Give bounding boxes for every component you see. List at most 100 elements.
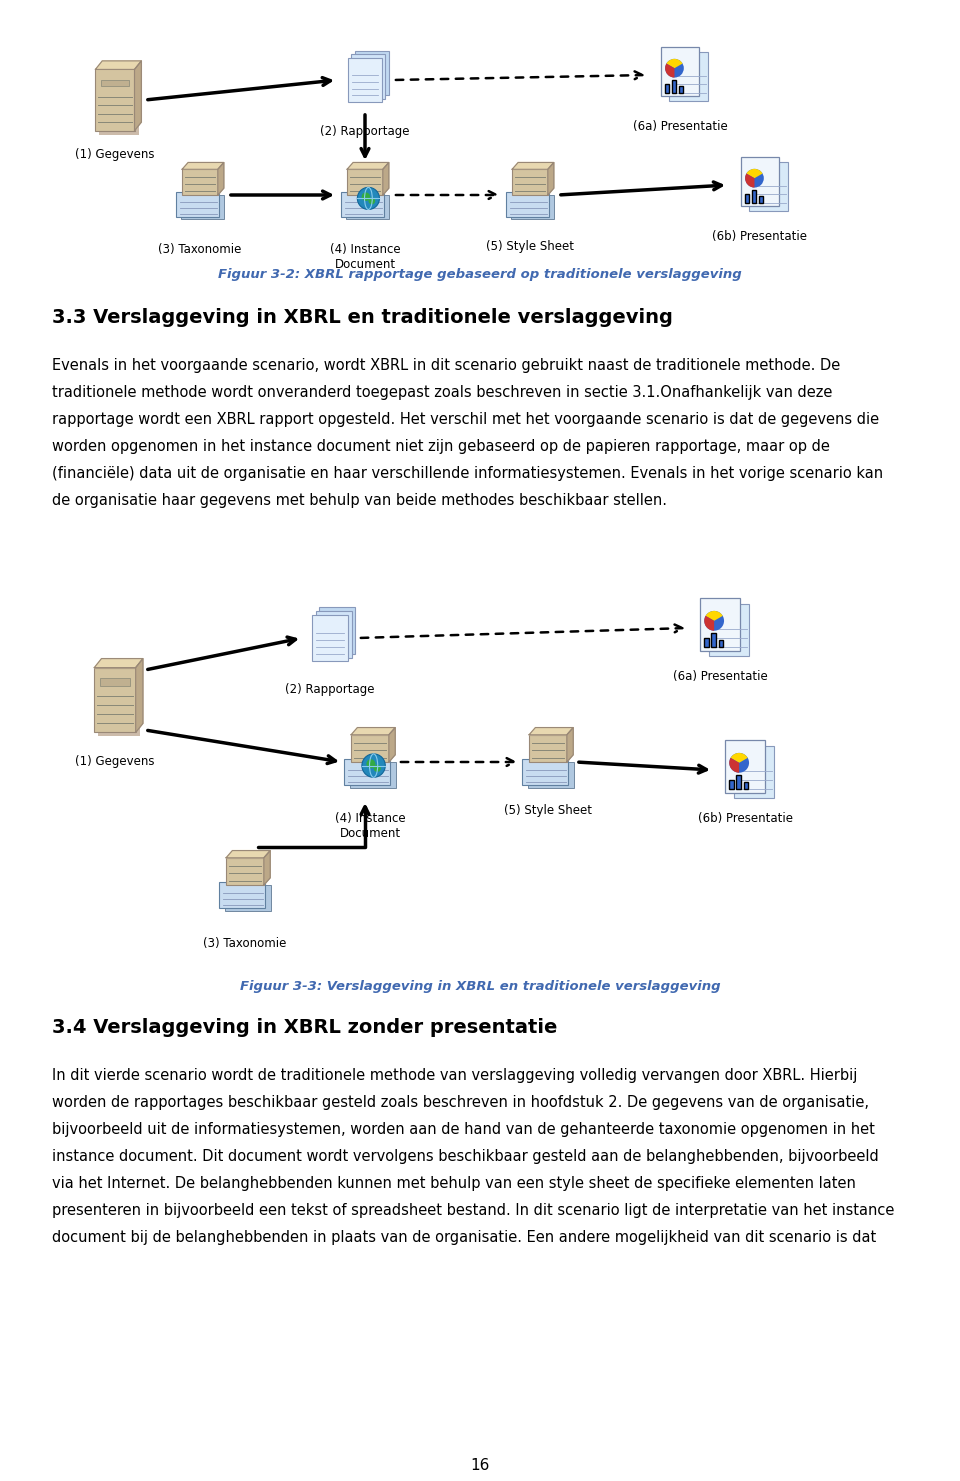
FancyBboxPatch shape [227, 857, 264, 886]
Polygon shape [389, 727, 396, 763]
Polygon shape [227, 850, 270, 857]
FancyBboxPatch shape [730, 780, 733, 789]
FancyBboxPatch shape [733, 746, 775, 798]
Polygon shape [264, 850, 270, 886]
Text: (6b) Presentatie: (6b) Presentatie [712, 230, 807, 243]
FancyBboxPatch shape [529, 735, 567, 763]
FancyBboxPatch shape [319, 607, 355, 655]
Text: (4) Instance
Document: (4) Instance Document [329, 243, 400, 271]
Text: (2) Rapportage: (2) Rapportage [321, 124, 410, 138]
FancyBboxPatch shape [349, 763, 396, 788]
FancyBboxPatch shape [316, 612, 351, 658]
FancyBboxPatch shape [506, 193, 549, 216]
FancyBboxPatch shape [182, 169, 218, 195]
FancyBboxPatch shape [341, 193, 384, 216]
FancyBboxPatch shape [94, 668, 135, 733]
FancyBboxPatch shape [660, 47, 699, 96]
Polygon shape [218, 163, 224, 195]
Text: worden de rapportages beschikbaar gesteld zoals beschreven in hoofdstuk 2. De ge: worden de rapportages beschikbaar gestel… [52, 1094, 869, 1109]
Text: 3.4 Verslaggeving in XBRL zonder presentatie: 3.4 Verslaggeving in XBRL zonder present… [52, 1017, 558, 1037]
Text: Figuur 3-3: Verslaggeving in XBRL en traditionele verslaggeving: Figuur 3-3: Verslaggeving in XBRL en tra… [240, 980, 720, 992]
Polygon shape [512, 163, 554, 169]
FancyBboxPatch shape [312, 615, 348, 662]
FancyBboxPatch shape [346, 195, 389, 219]
Circle shape [745, 169, 764, 188]
Circle shape [730, 752, 749, 773]
FancyBboxPatch shape [100, 678, 131, 686]
Text: Evenals in het voorgaande scenario, wordt XBRL in dit scenario gebruikt naast de: Evenals in het voorgaande scenario, word… [52, 358, 840, 373]
Text: (financiële) data uit de organisatie en haar verschillende informatiesystemen. E: (financiële) data uit de organisatie en … [52, 467, 883, 481]
FancyBboxPatch shape [705, 638, 708, 647]
Text: presenteren in bijvoorbeeld een tekst of spreadsheet bestand. In dit scenario li: presenteren in bijvoorbeeld een tekst of… [52, 1203, 895, 1217]
FancyBboxPatch shape [669, 52, 708, 101]
Polygon shape [383, 163, 389, 195]
FancyBboxPatch shape [351, 55, 385, 99]
FancyBboxPatch shape [522, 760, 568, 785]
FancyBboxPatch shape [750, 161, 787, 212]
FancyBboxPatch shape [741, 157, 780, 206]
Text: Figuur 3-2: XBRL rapportage gebaseerd op traditionele verslaggeving: Figuur 3-2: XBRL rapportage gebaseerd op… [218, 268, 742, 281]
Circle shape [362, 754, 385, 778]
FancyBboxPatch shape [225, 886, 271, 911]
FancyBboxPatch shape [700, 598, 740, 650]
FancyBboxPatch shape [752, 190, 756, 203]
FancyBboxPatch shape [736, 776, 741, 789]
FancyBboxPatch shape [745, 194, 750, 203]
Wedge shape [745, 173, 755, 188]
FancyBboxPatch shape [758, 195, 763, 203]
FancyBboxPatch shape [219, 883, 265, 908]
Text: In dit vierde scenario wordt de traditionele methode van verslaggeving volledig : In dit vierde scenario wordt de traditio… [52, 1068, 857, 1083]
Wedge shape [666, 59, 683, 68]
Text: (6a) Presentatie: (6a) Presentatie [673, 669, 767, 683]
Text: (5) Style Sheet: (5) Style Sheet [504, 804, 592, 818]
Text: (4) Instance
Document: (4) Instance Document [335, 812, 405, 840]
Wedge shape [706, 610, 723, 621]
Polygon shape [134, 61, 141, 130]
FancyBboxPatch shape [348, 58, 382, 102]
FancyBboxPatch shape [512, 169, 548, 195]
FancyBboxPatch shape [511, 195, 554, 219]
Circle shape [362, 193, 371, 201]
FancyBboxPatch shape [176, 193, 219, 216]
Text: bijvoorbeeld uit de informatiesystemen, worden aan de hand van de gehanteerde ta: bijvoorbeeld uit de informatiesystemen, … [52, 1123, 875, 1137]
Wedge shape [705, 616, 714, 631]
Wedge shape [746, 169, 762, 178]
Text: (5) Style Sheet: (5) Style Sheet [486, 240, 574, 253]
Circle shape [665, 59, 684, 77]
FancyBboxPatch shape [744, 782, 748, 789]
Text: (1) Gegevens: (1) Gegevens [75, 755, 155, 769]
Polygon shape [351, 727, 396, 735]
FancyBboxPatch shape [708, 604, 749, 656]
Wedge shape [730, 758, 739, 773]
FancyBboxPatch shape [180, 195, 225, 219]
Text: 3.3 Verslaggeving in XBRL en traditionele verslaggeving: 3.3 Verslaggeving in XBRL en traditionel… [52, 308, 673, 327]
Polygon shape [94, 659, 143, 668]
Polygon shape [567, 727, 573, 763]
Circle shape [367, 760, 375, 769]
FancyBboxPatch shape [98, 671, 140, 736]
FancyBboxPatch shape [355, 52, 389, 95]
Text: via het Internet. De belanghebbenden kunnen met behulp van een style sheet de sp: via het Internet. De belanghebbenden kun… [52, 1176, 856, 1191]
Polygon shape [95, 61, 141, 70]
Polygon shape [348, 163, 389, 169]
FancyBboxPatch shape [528, 763, 574, 788]
FancyBboxPatch shape [672, 80, 676, 93]
FancyBboxPatch shape [711, 634, 716, 647]
FancyBboxPatch shape [100, 74, 138, 135]
Text: rapportage wordt een XBRL rapport opgesteld. Het verschil met het voorgaande sce: rapportage wordt een XBRL rapport opgest… [52, 412, 879, 427]
Text: (1) Gegevens: (1) Gegevens [75, 148, 155, 161]
FancyBboxPatch shape [725, 740, 765, 792]
FancyBboxPatch shape [101, 80, 130, 86]
FancyBboxPatch shape [351, 735, 389, 763]
Circle shape [705, 610, 724, 631]
FancyBboxPatch shape [719, 640, 723, 647]
Polygon shape [529, 727, 573, 735]
Text: (6a) Presentatie: (6a) Presentatie [633, 120, 728, 133]
Text: document bij de belanghebbenden in plaats van de organisatie. Een andere mogelij: document bij de belanghebbenden in plaat… [52, 1231, 876, 1246]
Polygon shape [135, 659, 143, 733]
Wedge shape [731, 752, 748, 763]
Circle shape [357, 188, 379, 209]
Text: worden opgenomen in het instance document niet zijn gebaseerd op de papieren rap: worden opgenomen in het instance documen… [52, 438, 829, 455]
Wedge shape [665, 64, 675, 77]
Polygon shape [548, 163, 554, 195]
